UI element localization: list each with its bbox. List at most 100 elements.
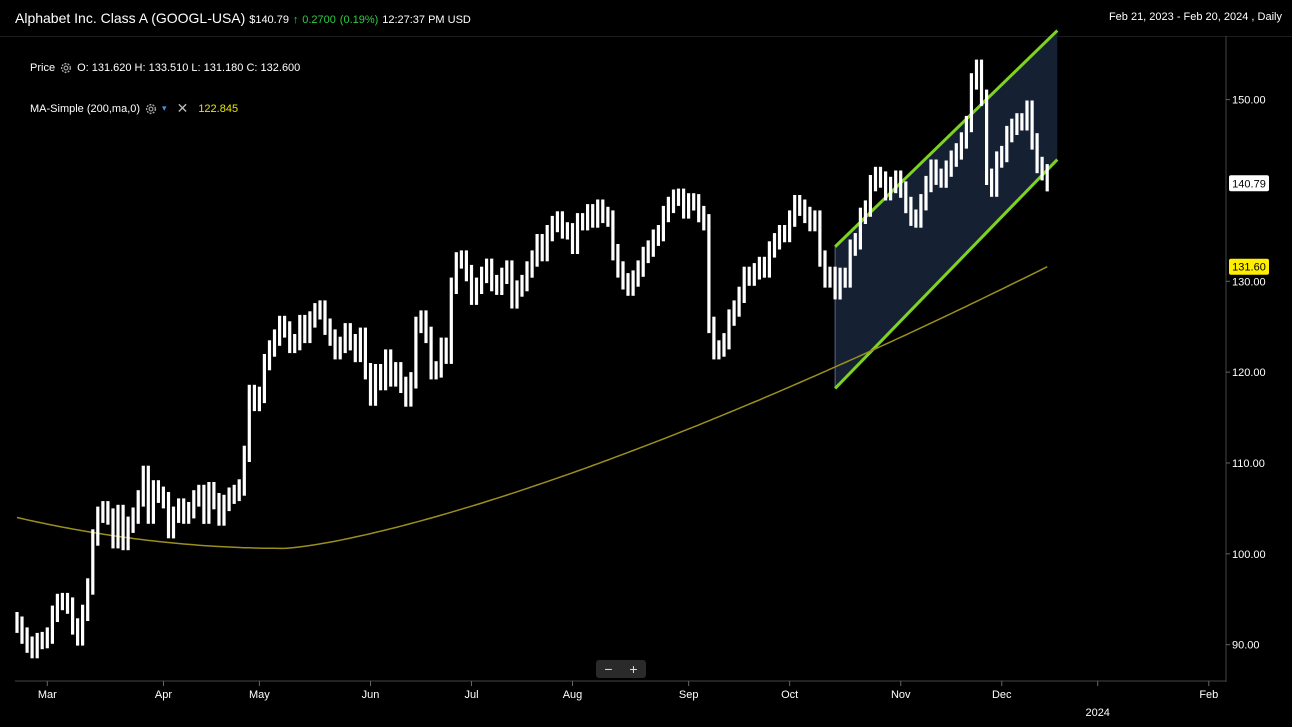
price-bar — [838, 267, 842, 300]
price-bar — [939, 168, 943, 188]
zoom-control: − + — [596, 660, 646, 678]
price-bar — [272, 329, 277, 357]
price-bar — [384, 349, 388, 391]
price-bar — [717, 340, 721, 360]
date-range[interactable]: Feb 21, 2023 - Feb 20, 2024 , Daily — [1108, 11, 1282, 23]
price-bar — [813, 210, 817, 232]
price-bar — [752, 263, 756, 286]
price-bar — [545, 225, 549, 262]
price-bar — [919, 194, 923, 228]
price-bar — [510, 260, 514, 309]
price-bar — [530, 250, 534, 278]
zoom-in-button[interactable]: + — [629, 661, 638, 677]
price-bar — [30, 636, 34, 659]
price-bar — [1025, 100, 1029, 131]
gear-icon[interactable] — [144, 102, 158, 116]
price-bar — [742, 266, 746, 303]
x-tick-label: Aug — [563, 689, 583, 701]
price-bar — [101, 501, 105, 523]
price-bar — [151, 480, 155, 524]
price-tag: 140.79 — [1229, 175, 1269, 192]
price-bar — [520, 274, 524, 297]
price-bar — [40, 631, 44, 650]
price-bar — [808, 206, 812, 232]
price-bar — [464, 250, 468, 282]
price-bar — [712, 316, 716, 360]
price-bar — [424, 310, 428, 344]
price-bar — [702, 205, 706, 231]
price-bar — [914, 209, 918, 228]
price-bar — [232, 484, 236, 504]
price-bar — [788, 210, 792, 243]
price-bar — [267, 340, 272, 371]
price-bar — [161, 486, 165, 509]
zoom-out-button[interactable]: − — [604, 661, 613, 677]
price-bar — [227, 487, 231, 512]
price-bar — [777, 225, 782, 250]
ma-200-line — [16, 266, 1048, 550]
price-bar — [990, 168, 994, 197]
price-bar — [313, 303, 317, 328]
price-bar — [1040, 156, 1044, 181]
gear-icon[interactable] — [59, 61, 73, 75]
price-bar — [868, 175, 872, 217]
price-bar — [651, 229, 655, 257]
price-bar — [404, 376, 408, 407]
price-bar — [242, 445, 246, 496]
price-bar — [636, 260, 640, 287]
price-bar — [343, 323, 347, 354]
price-bar — [671, 189, 676, 214]
price-bars — [15, 59, 1049, 659]
price-bar — [303, 314, 307, 344]
price-bar — [363, 327, 367, 380]
price-bar — [182, 498, 186, 524]
price-tag-label: 131.60 — [1232, 262, 1266, 274]
price-bar — [889, 176, 893, 201]
x-tick-label: 2024 — [1085, 707, 1109, 719]
price-bar — [727, 309, 731, 350]
x-tick-label: Sep — [679, 689, 699, 701]
price-bar — [449, 277, 453, 364]
price-bar — [358, 327, 362, 363]
price-bar — [899, 170, 903, 198]
price-bar — [853, 233, 857, 256]
price-bar — [909, 196, 913, 226]
price-bar — [197, 484, 201, 507]
price-bar — [389, 349, 393, 387]
close-icon[interactable]: ✕ — [176, 100, 189, 116]
chevron-down-icon[interactable]: ▾ — [162, 103, 167, 113]
price-bar — [136, 490, 140, 524]
price-bar — [858, 207, 862, 250]
price-bar — [646, 240, 650, 264]
price-bar — [141, 465, 145, 507]
price-bar — [737, 286, 741, 317]
price-change-pct: (0.19%) — [339, 14, 379, 26]
price-bar — [490, 258, 494, 292]
price-bar — [722, 333, 726, 357]
price-bar — [298, 314, 302, 351]
price-bar — [45, 627, 49, 649]
price-bar — [1000, 145, 1004, 168]
price-bar — [323, 300, 327, 335]
price-bar — [409, 372, 413, 407]
price-bar — [601, 199, 605, 224]
price-bar — [944, 160, 948, 188]
price-bar — [257, 386, 261, 412]
x-tick-label: Apr — [155, 689, 172, 701]
price-bar — [86, 578, 90, 621]
price-bar — [328, 318, 332, 346]
price-bar — [707, 214, 711, 334]
price-bar — [575, 213, 580, 254]
ma-legend: MA-Simple (200,ma,0) ▾ ✕ 122.845 — [30, 100, 238, 117]
price-bar — [171, 506, 176, 539]
y-tick-label: 90.00 — [1232, 640, 1260, 652]
price-bar — [823, 250, 827, 288]
price-bar — [71, 597, 75, 635]
price-bar — [500, 267, 504, 295]
price-bar — [379, 364, 383, 391]
price-bar — [394, 362, 398, 387]
price-bar — [833, 266, 837, 300]
price-bar — [1020, 113, 1024, 131]
y-tick-label: 120.00 — [1232, 367, 1266, 379]
